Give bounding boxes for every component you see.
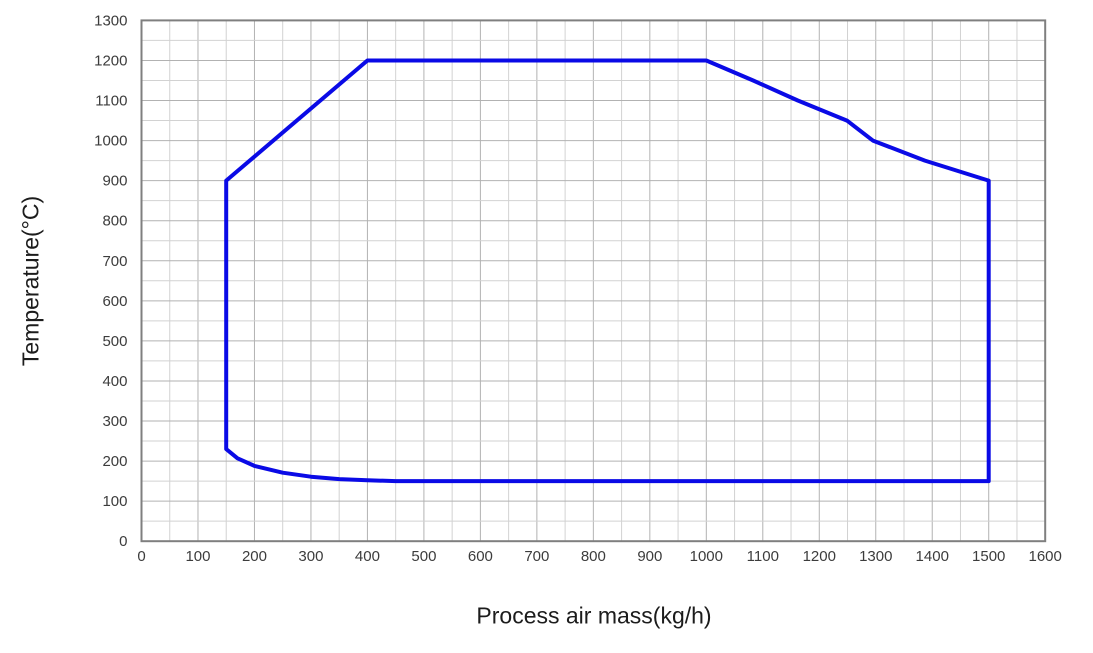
x-tick-label: 300 [298, 548, 323, 565]
x-tick-label: 600 [468, 548, 493, 565]
x-tick-label: 400 [355, 548, 380, 565]
x-tick-label: 1300 [859, 548, 892, 565]
y-tick-label: 1300 [94, 12, 127, 29]
y-tick-label: 800 [102, 213, 127, 230]
x-tick-label: 1200 [803, 548, 836, 565]
x-tick-label: 1400 [916, 548, 949, 565]
y-tick-label: 400 [102, 373, 127, 390]
x-tick-label: 700 [524, 548, 549, 565]
y-tick-label: 300 [102, 413, 127, 430]
y-axis-title: Temperature(°C) [17, 195, 44, 367]
y-tick-label: 1000 [94, 133, 127, 150]
x-tick-label: 0 [137, 548, 145, 565]
y-tick-label: 500 [102, 333, 127, 350]
x-tick-label: 1100 [747, 548, 779, 565]
y-tick-label: 100 [102, 493, 127, 510]
x-axis-title: Process air mass(kg/h) [476, 602, 712, 629]
x-tick-label: 1000 [690, 548, 723, 565]
y-tick-label: 1100 [95, 93, 127, 110]
x-tick-label: 800 [581, 548, 606, 565]
y-tick-label: 200 [102, 453, 127, 470]
x-tick-label: 500 [411, 548, 436, 565]
y-tick-label: 0 [119, 533, 127, 550]
x-tick-label: 100 [185, 548, 210, 565]
x-tick-label: 900 [637, 548, 662, 565]
y-tick-label: 700 [102, 253, 127, 270]
y-tick-label: 1200 [94, 52, 127, 69]
x-tick-label: 1500 [972, 548, 1005, 565]
y-tick-label: 900 [102, 173, 127, 190]
operating-envelope-outline [224, 58, 991, 484]
x-tick-label: 200 [242, 548, 267, 565]
plot-border [140, 19, 1047, 543]
y-tick-label: 600 [102, 293, 127, 310]
x-tick-label: 1600 [1029, 548, 1062, 565]
